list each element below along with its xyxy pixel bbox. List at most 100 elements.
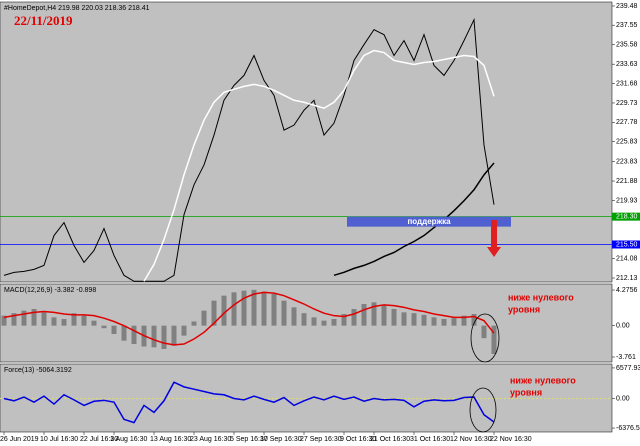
x-tick-label: 22 Jul 16:30 — [80, 436, 118, 443]
histogram-bar — [31, 309, 37, 326]
histogram-bar — [51, 317, 57, 326]
histogram-bar — [471, 314, 477, 326]
histogram-bar — [321, 320, 327, 326]
panel-title: Force(13) -5064.3192 — [4, 367, 72, 374]
y-tick-label: 227.78 — [616, 119, 638, 126]
histogram-bar — [181, 325, 187, 336]
histogram-bar — [11, 313, 17, 326]
series-line — [3, 381, 495, 424]
x-tick-label: 5 Sep 16:30 — [230, 436, 268, 443]
x-tick-label: 10 Jul 16:30 — [40, 436, 78, 443]
highlight-ellipse — [470, 313, 500, 363]
histogram-bar — [61, 319, 67, 326]
y-tick-label: 229.73 — [616, 100, 638, 107]
histogram-bar — [201, 310, 207, 326]
histogram-bar — [371, 302, 377, 326]
histogram-bar — [281, 300, 287, 326]
x-tick-label: 1 Aug 16:30 — [110, 436, 147, 443]
x-tick-label: 9 Oct 16:30 — [340, 436, 376, 443]
histogram-bar — [291, 307, 297, 326]
x-tick-label: 13 Aug 16:30 — [150, 436, 191, 443]
y-tick-label: 239.48 — [616, 3, 638, 10]
x-tick-label: 31 Oct 16:30 — [410, 436, 450, 443]
annotation: уровня — [508, 304, 540, 314]
histogram-bar — [21, 310, 27, 326]
histogram-bar — [121, 325, 127, 341]
histogram-bar — [211, 300, 217, 326]
histogram-bar — [251, 289, 257, 326]
histogram-bar — [361, 304, 367, 326]
x-tick-label: 21 Oct 16:30 — [370, 436, 410, 443]
y-tick-label: 233.63 — [616, 61, 638, 68]
histogram-bar — [191, 321, 197, 326]
histogram-bar — [311, 317, 317, 326]
histogram-bar — [1, 315, 7, 326]
price-panel — [0, 1, 613, 283]
histogram-bar — [41, 312, 47, 326]
y-tick-label: 214.08 — [616, 255, 638, 262]
level-tag — [612, 212, 640, 221]
histogram-bar — [421, 314, 427, 326]
panel-plot — [0, 381, 612, 424]
histogram-bar — [301, 313, 307, 326]
support-label: поддержка — [407, 217, 451, 226]
y-tick-label: 219.93 — [616, 197, 638, 204]
histogram-bar — [241, 290, 247, 326]
series-line — [3, 17, 495, 282]
x-tick-label: 22 Nov 16:30 — [490, 436, 532, 443]
panel-title: MACD(12,26,9) -3.382 -0.898 — [4, 287, 96, 294]
series-line — [333, 162, 495, 277]
y-tick-label: 4.2756 — [616, 287, 638, 294]
y-tick-label: -6376.53 — [616, 425, 640, 432]
x-tick-label: 12 Nov 16:30 — [450, 436, 492, 443]
y-tick-label: -3.761 — [616, 354, 636, 361]
annotation: ниже нулевого — [508, 292, 574, 302]
histogram-bar — [221, 295, 227, 326]
histogram-bar — [271, 294, 277, 326]
histogram-bar — [411, 313, 417, 326]
x-tick-label: 27 Sep 16:30 — [300, 436, 342, 443]
histogram-bar — [131, 325, 137, 344]
histogram-bar — [441, 319, 447, 326]
x-tick-label: 17 Sep 16:30 — [260, 436, 302, 443]
y-tick-label: 212.13 — [616, 275, 638, 282]
histogram-bar — [151, 325, 157, 348]
series-line — [3, 291, 495, 346]
panel-plot — [1, 289, 497, 354]
histogram-bar — [491, 325, 497, 354]
down-arrow — [487, 220, 501, 257]
histogram-bar — [341, 314, 347, 326]
histogram-bar — [351, 309, 357, 326]
level-tag — [612, 240, 640, 249]
y-tick-label: 235.58 — [616, 42, 638, 49]
histogram-bar — [81, 315, 87, 326]
histogram-bar — [111, 325, 117, 334]
y-tick-label: 221.88 — [616, 178, 638, 185]
highlight-ellipse — [469, 387, 497, 433]
y-tick-label: 237.55 — [616, 22, 638, 29]
level-label: 218.30 — [616, 213, 638, 220]
y-tick-label: 223.83 — [616, 158, 638, 165]
annotation: уровня — [510, 387, 542, 397]
level-label: 215.50 — [616, 241, 638, 248]
histogram-bar — [171, 325, 177, 346]
y-tick-label: 0.00 — [616, 323, 630, 330]
histogram-bar — [431, 317, 437, 326]
plots: #HomeDepot,H4 219.98 220.03 218.36 218.4… — [0, 3, 640, 443]
series-line — [143, 49, 495, 282]
histogram-bar — [451, 318, 457, 326]
histogram-bar — [101, 325, 107, 329]
y-tick-label: 225.83 — [616, 139, 638, 146]
histogram-bar — [391, 309, 397, 326]
y-tick-label: 6577.933 — [616, 365, 640, 372]
date-label: 22/11/2019 — [14, 13, 73, 28]
histogram-bar — [91, 320, 97, 326]
annotation: ниже нулевого — [510, 375, 576, 385]
y-tick-label: 231.68 — [616, 80, 638, 87]
y-tick-label: 0.00 — [616, 395, 630, 402]
histogram-bar — [401, 312, 407, 326]
histogram-bar — [71, 313, 77, 326]
histogram-bar — [461, 315, 467, 326]
histogram-bar — [231, 292, 237, 326]
